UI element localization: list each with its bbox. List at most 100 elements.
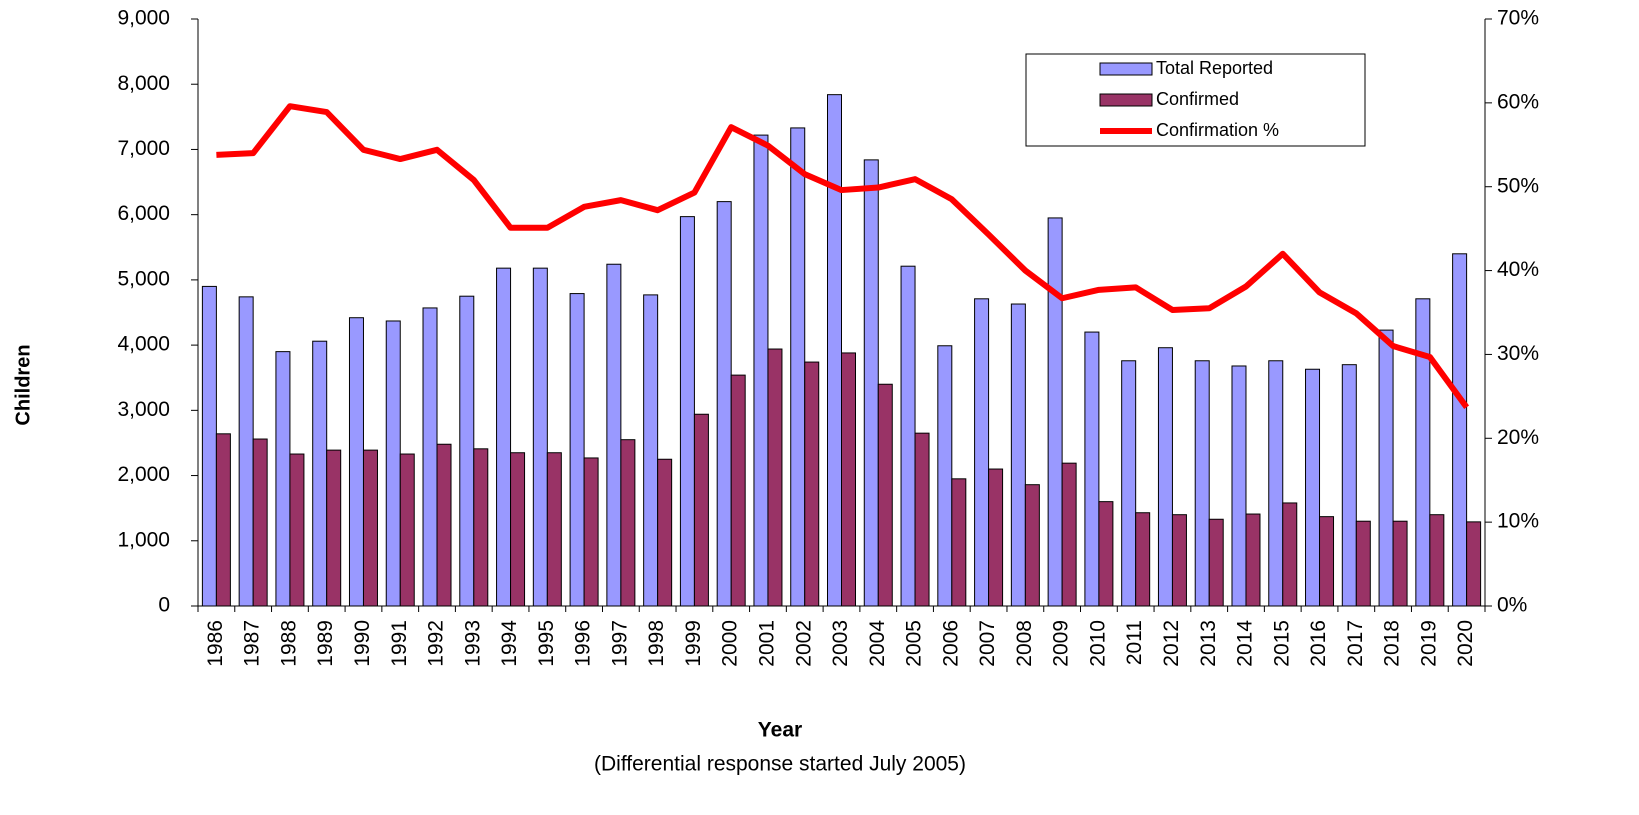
bar (496, 267, 512, 607)
y-tick-label: 4,000 (117, 333, 170, 356)
x-tick-label: 2001 (756, 620, 779, 667)
bar (1452, 253, 1468, 607)
bar (804, 361, 820, 607)
y2-tick-label: 20% (1497, 426, 1539, 449)
x-tick-label: 2007 (976, 620, 999, 667)
bar (238, 296, 254, 607)
bar (1341, 364, 1357, 607)
x-tick-label: 1988 (277, 620, 300, 667)
bar (436, 443, 452, 607)
bar (399, 453, 415, 607)
x-tick-label: 1993 (461, 620, 484, 667)
bar (900, 265, 916, 607)
x-tick-label: 2015 (1270, 620, 1293, 667)
bar (546, 452, 562, 607)
bar (422, 307, 438, 607)
x-tick-label: 2012 (1160, 620, 1183, 667)
bar (275, 351, 291, 607)
bar (385, 320, 401, 607)
bar (1208, 518, 1224, 607)
bar (1061, 462, 1077, 607)
bar (532, 267, 548, 607)
y-tick-label: 7,000 (117, 137, 170, 160)
legend-label: Total Reported (1156, 58, 1273, 78)
bar (1319, 516, 1335, 607)
bar (1429, 514, 1445, 607)
y-axis-title: Children (12, 344, 34, 425)
bar (1392, 520, 1408, 607)
y-tick-label: 3,000 (117, 398, 170, 421)
x-tick-label: 2013 (1197, 620, 1220, 667)
bar (459, 295, 475, 607)
y-tick-label: 6,000 (117, 202, 170, 225)
bar (1084, 331, 1100, 607)
y-tick-label: 2,000 (117, 463, 170, 486)
bar (1194, 360, 1210, 607)
bar (1010, 303, 1026, 607)
bar (1157, 347, 1173, 607)
bar (348, 317, 364, 607)
x-tick-label: 2010 (1086, 620, 1109, 667)
bar (767, 348, 783, 607)
x-tick-label: 2003 (829, 620, 852, 667)
x-tick-label: 1994 (498, 620, 521, 667)
bar (679, 216, 695, 607)
bar (620, 439, 636, 607)
bar (289, 453, 305, 607)
legend-swatch (1099, 62, 1153, 76)
bar (693, 413, 709, 607)
bar (657, 458, 673, 607)
bar (841, 352, 856, 607)
bar (716, 201, 732, 607)
y2-tick-label: 30% (1497, 342, 1539, 365)
x-tick-label: 1989 (314, 620, 337, 667)
bar (510, 452, 526, 607)
y-tick-label: 9,000 (117, 7, 170, 30)
x-tick-label: 2004 (866, 620, 889, 667)
x-tick-label: 1996 (572, 620, 595, 667)
x-tick-label: 1997 (608, 620, 631, 667)
bar (201, 285, 217, 607)
bar (1171, 514, 1187, 607)
bar (362, 449, 378, 607)
y-tick-label: 0 (158, 594, 170, 617)
bar (1024, 484, 1040, 607)
bar (1282, 502, 1298, 607)
x-tick-label: 1995 (535, 620, 558, 667)
x-tick-label: 1986 (204, 620, 227, 667)
x-tick-label: 2020 (1454, 620, 1477, 667)
bar (643, 294, 659, 607)
bar (914, 432, 930, 607)
x-tick-label: 2019 (1417, 620, 1440, 667)
bar (863, 159, 879, 607)
bar (1355, 520, 1371, 607)
y-tick-label: 8,000 (117, 72, 170, 95)
x-axis-title: Year (758, 719, 802, 742)
x-tick-label: 2002 (792, 620, 815, 667)
y2-tick-label: 50% (1497, 174, 1539, 197)
legend-swatch (1099, 93, 1153, 107)
y-tick-label: 5,000 (117, 267, 170, 290)
x-tick-label: 1992 (425, 620, 448, 667)
bar (473, 448, 489, 607)
bar (1378, 329, 1394, 607)
x-tick-label: 1990 (351, 620, 374, 667)
y2-tick-label: 0% (1497, 594, 1527, 617)
bar (974, 298, 990, 607)
x-tick-label: 2008 (1013, 620, 1036, 667)
bar (937, 345, 953, 607)
bar (1466, 521, 1482, 607)
bar (215, 433, 231, 607)
bar (988, 468, 1004, 607)
bar (569, 293, 585, 607)
bar (753, 134, 769, 607)
x-tick-label: 2011 (1123, 620, 1146, 665)
x-tick-label: 1987 (241, 620, 264, 667)
y-tick-label: 1,000 (117, 528, 170, 551)
legend-label: Confirmation % (1156, 120, 1279, 140)
x-tick-label: 1991 (388, 620, 411, 667)
bar (730, 374, 746, 607)
bar (1135, 512, 1151, 607)
bar (827, 94, 842, 607)
